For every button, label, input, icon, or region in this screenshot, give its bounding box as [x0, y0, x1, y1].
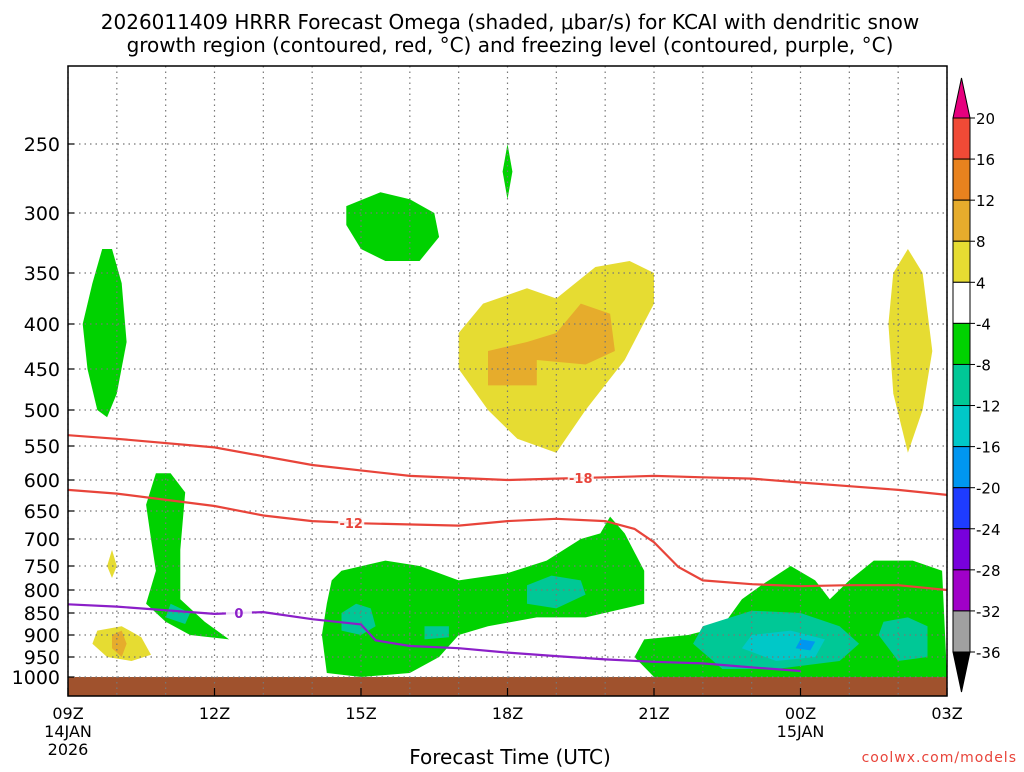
colorbar-label: 16: [976, 151, 995, 169]
omega-region: [346, 192, 440, 261]
y-tick-label: 750: [24, 556, 60, 578]
omega-region: [321, 516, 645, 677]
contour-label: -18: [569, 472, 593, 487]
colorbar-label: -8: [976, 356, 991, 374]
colorbar-swatch: [952, 446, 971, 489]
y-tick-label: 650: [24, 501, 60, 523]
colorbar-label: 4: [976, 274, 986, 292]
warm-region: [112, 630, 127, 657]
cold-region: [424, 626, 449, 640]
colorbar-label: 8: [976, 233, 986, 251]
colorbar-label: -4: [976, 315, 991, 333]
y-tick-label: 450: [24, 359, 60, 381]
warm-region: [488, 303, 615, 386]
warm-region: [107, 549, 117, 578]
y-tick-label: 300: [24, 203, 60, 225]
x-tick-year: 2026: [48, 740, 89, 759]
y-tick-label: 900: [24, 625, 60, 647]
y-tick-label: 1000: [12, 667, 60, 689]
y-tick-label: 350: [24, 263, 60, 285]
colorbar-swatch: [952, 363, 971, 407]
y-tick-label: 800: [24, 580, 60, 602]
cold-region: [527, 575, 586, 609]
colorbar-label: -16: [976, 439, 1001, 457]
colorbar-swatch: [952, 322, 971, 365]
contour-label-bg: [338, 514, 365, 530]
contour-label-bg: [225, 605, 252, 620]
cold-region: [795, 639, 816, 651]
colorbar-label: -12: [976, 398, 1001, 416]
colorbar-swatch: [952, 240, 971, 283]
cold-region: [878, 617, 928, 661]
contour-label: 0: [234, 607, 243, 622]
colorbar-swatch: [952, 487, 971, 530]
colorbar: 20 16 12 8 4 -4 -8 -12 -16 -20 -24 -28 -32 -36: [952, 77, 1001, 693]
x-tick-label: 12Z: [199, 704, 230, 723]
chart-title-line2: growth region (contoured, red, °C) and f…: [127, 33, 894, 57]
omega-shading: [82, 144, 947, 677]
x-tick-label: 15Z: [345, 704, 376, 723]
x-tick-label: 00Z: [785, 704, 816, 723]
colorbar-swatch: [952, 610, 971, 653]
warm-region: [888, 249, 933, 453]
y-tick-label: 550: [24, 436, 60, 458]
cold-region: [741, 630, 825, 661]
contour-lines: -18 -12 0: [68, 434, 947, 673]
colorbar-label: -24: [976, 521, 1001, 539]
contour-label: -12: [339, 517, 363, 532]
colorbar-swatch: [952, 199, 971, 242]
x-axis-label: Forecast Time (UTC): [409, 745, 611, 768]
contour-label-bg: [567, 469, 594, 485]
y-tick-label: 600: [24, 470, 60, 492]
colorbar-label: 20: [976, 110, 995, 128]
ground: [68, 677, 947, 696]
contour-line: [68, 488, 947, 592]
colorbar-swatch: [952, 117, 971, 160]
x-tick-label: 21Z: [638, 704, 669, 723]
colorbar-label: -28: [976, 562, 1001, 580]
x-tick-label: 09Z: [52, 704, 83, 723]
omega-region: [146, 473, 230, 640]
y-tick-label: 950: [24, 647, 60, 669]
colorbar-swatch: [952, 405, 971, 448]
y-tick-label: 700: [24, 529, 60, 551]
y-axis: 2503003504004505005506006507007508008509…: [12, 134, 74, 689]
x-tick-label: 03Z: [931, 704, 962, 723]
colorbar-label: -32: [976, 603, 1001, 621]
colorbar-label: -20: [976, 480, 1001, 498]
colorbar-label: 12: [976, 192, 995, 210]
y-tick-label: 500: [24, 400, 60, 422]
grid-lines: [67, 66, 948, 696]
colorbar-label: -36: [976, 644, 1001, 662]
x-tick-label: 18Z: [492, 704, 523, 723]
chart-title-line1: 2026011409 HRRR Forecast Omega (shaded, …: [101, 10, 919, 34]
omega-region: [82, 249, 127, 418]
colorbar-swatch: [952, 158, 971, 201]
y-tick-label: 400: [24, 314, 60, 336]
cold-region: [341, 603, 376, 635]
x-tick-date: 14JAN: [44, 722, 92, 741]
y-tick-label: 250: [24, 134, 60, 156]
x-tick-date: 15JAN: [777, 722, 825, 741]
cold-region: [165, 603, 191, 624]
colorbar-bottom-arrow: [952, 651, 971, 693]
credit-text: coolwx.com/models: [862, 750, 1017, 766]
y-tick-label: 850: [24, 603, 60, 625]
colorbar-swatch: [952, 281, 971, 324]
colorbar-swatch: [952, 569, 971, 612]
colorbar-swatch: [952, 528, 971, 571]
contour-line: [68, 434, 947, 496]
